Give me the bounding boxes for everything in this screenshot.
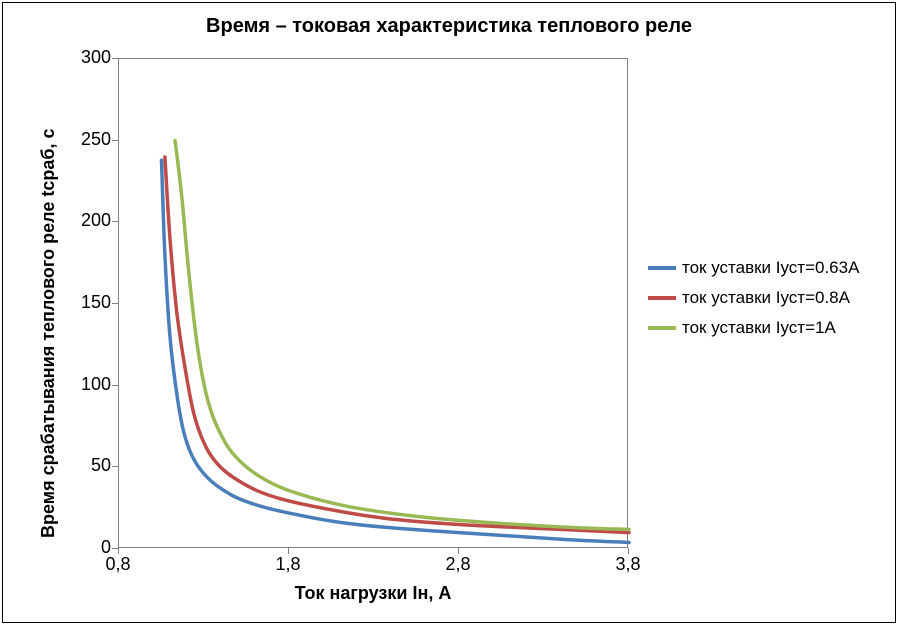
legend-swatch bbox=[648, 296, 676, 300]
legend: ток уставки Iуст=0.63А ток уставки Iуст=0… bbox=[648, 258, 859, 348]
legend-text: ток уставки Iуст=1А bbox=[682, 318, 836, 338]
legend-item-0: ток уставки Iуст=0.63А bbox=[648, 258, 859, 278]
chart-series-svg bbox=[119, 59, 629, 549]
y-tick-mark bbox=[112, 466, 118, 467]
x-axis-label: Ток нагрузки Iн, А bbox=[118, 583, 628, 604]
series-line-1 bbox=[165, 157, 629, 533]
legend-swatch bbox=[648, 326, 676, 330]
plot-area bbox=[118, 58, 628, 548]
y-tick-label: 150 bbox=[56, 292, 111, 313]
chart-frame: Время – токовая характеристика теплового… bbox=[2, 2, 896, 623]
x-tick-label: 1,8 bbox=[258, 554, 318, 575]
y-tick-mark bbox=[112, 140, 118, 141]
y-tick-label: 200 bbox=[56, 210, 111, 231]
legend-swatch bbox=[648, 266, 676, 270]
legend-text: ток уставки Iуст=0.63А bbox=[682, 258, 859, 278]
x-tick-mark bbox=[288, 548, 289, 554]
y-tick-mark bbox=[112, 58, 118, 59]
y-tick-label: 300 bbox=[56, 47, 111, 68]
y-axis-label: Время срабатывания теплового реле tсраб,… bbox=[38, 128, 59, 538]
y-tick-mark bbox=[112, 385, 118, 386]
y-tick-mark bbox=[112, 221, 118, 222]
x-tick-mark bbox=[628, 548, 629, 554]
y-tick-mark bbox=[112, 303, 118, 304]
legend-text: ток уставки Iуст=0.8А bbox=[682, 288, 850, 308]
x-tick-label: 3,8 bbox=[598, 554, 658, 575]
y-tick-label: 100 bbox=[56, 374, 111, 395]
series-line-0 bbox=[162, 160, 630, 542]
y-tick-label: 50 bbox=[56, 455, 111, 476]
x-tick-label: 2,8 bbox=[428, 554, 488, 575]
x-tick-mark bbox=[458, 548, 459, 554]
chart-title: Время – токовая характеристика теплового… bbox=[3, 15, 895, 38]
legend-item-1: ток уставки Iуст=0.8А bbox=[648, 288, 859, 308]
series-line-2 bbox=[175, 141, 629, 530]
x-tick-mark bbox=[118, 548, 119, 554]
x-tick-label: 0,8 bbox=[88, 554, 148, 575]
legend-item-2: ток уставки Iуст=1А bbox=[648, 318, 859, 338]
y-tick-label: 250 bbox=[56, 129, 111, 150]
